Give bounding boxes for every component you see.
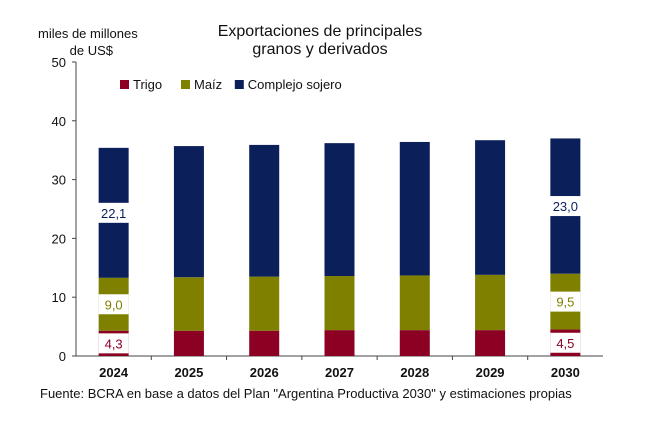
bar-segment-trigo — [249, 330, 280, 356]
data-label-box — [94, 202, 133, 223]
source-note: Fuente: BCRA en base a datos del Plan "A… — [40, 386, 572, 401]
bar-segment-trigo — [475, 330, 506, 356]
bar-segment-trigo — [399, 330, 430, 356]
y-tick-label: 40 — [52, 114, 66, 129]
y-tick-label: 50 — [52, 55, 66, 70]
legend-swatch — [181, 80, 190, 89]
bar-segment-maíz — [324, 276, 355, 331]
y-tick-label: 20 — [52, 231, 66, 246]
bar-segment-complejo-sojero — [249, 144, 280, 277]
y-tick-label: 10 — [52, 290, 66, 305]
data-label-box — [98, 294, 129, 315]
bar-segment-maíz — [475, 274, 506, 331]
y-axis-label-line1: miles de millones — [38, 26, 138, 41]
legend-swatch — [120, 80, 129, 89]
y-axis-label-line2: de US$ — [70, 43, 114, 58]
data-label: 4,5 — [556, 336, 574, 351]
data-label-box — [98, 333, 129, 354]
bar-segment-complejo-sojero — [324, 143, 355, 277]
data-label: 23,0 — [553, 199, 578, 214]
y-tick-label: 0 — [59, 349, 66, 364]
x-tick-label: 2026 — [250, 365, 279, 380]
chart-title-line2: granos y derivados — [252, 41, 387, 58]
data-label-box — [550, 332, 581, 353]
legend-label: Complejo sojero — [248, 77, 342, 92]
bar-segment-trigo — [173, 330, 204, 356]
bar-segment-maíz — [249, 276, 280, 331]
legend-label: Trigo — [133, 77, 162, 92]
y-tick-label: 30 — [52, 173, 66, 188]
legend-label: Maíz — [194, 77, 222, 92]
x-tick-label: 2027 — [325, 365, 354, 380]
data-label-box — [546, 196, 585, 217]
bar-segment-trigo — [324, 330, 355, 356]
x-tick-label: 2029 — [476, 365, 505, 380]
data-label: 4,3 — [105, 336, 123, 351]
data-label-box — [550, 291, 581, 312]
bar-segment-complejo-sojero — [399, 141, 430, 276]
x-tick-label: 2028 — [400, 365, 429, 380]
x-tick-label: 2025 — [174, 365, 203, 380]
data-label: 9,0 — [105, 297, 123, 312]
chart-title-line1: Exportaciones de principales — [218, 23, 423, 40]
data-label: 22,1 — [101, 206, 126, 221]
legend-swatch — [234, 80, 244, 89]
bar-segment-complejo-sojero — [475, 140, 506, 275]
bar-segment-maíz — [173, 277, 204, 331]
bar-segment-maíz — [399, 275, 430, 331]
x-tick-label: 2024 — [99, 365, 129, 380]
x-tick-label: 2030 — [551, 365, 580, 380]
data-label: 9,5 — [556, 295, 574, 310]
bar-segment-complejo-sojero — [173, 146, 204, 278]
